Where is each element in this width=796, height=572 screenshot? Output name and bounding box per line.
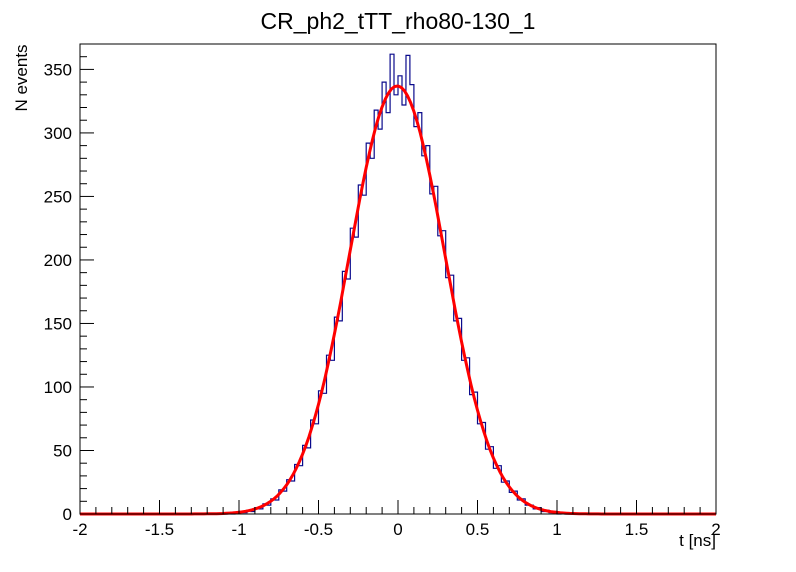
y-tick-label: 100 (44, 378, 72, 397)
x-tick-label: -1.5 (145, 520, 174, 539)
plot-frame (79, 43, 717, 515)
y-tick-label: 150 (44, 314, 72, 333)
x-tick-label: -2 (72, 520, 87, 539)
x-tick-label: 2 (711, 520, 720, 539)
y-tick-label: 200 (44, 251, 72, 270)
x-tick-label: 0 (393, 520, 402, 539)
x-tick-label: 1.5 (625, 520, 649, 539)
y-tick-label: 350 (44, 60, 72, 79)
y-tick-label: 0 (63, 505, 72, 524)
x-tick-label: -1 (231, 520, 246, 539)
y-tick-label: 50 (53, 441, 72, 460)
y-tick-label: 250 (44, 187, 72, 206)
y-tick-label: 300 (44, 124, 72, 143)
x-axis-label: t [ns] (679, 531, 716, 550)
chart-title: CR_ph2_tTT_rho80-130_1 (260, 8, 536, 34)
x-tick-label: 1 (552, 520, 561, 539)
gaussian-fit-line (80, 84, 716, 516)
histogram-line (80, 53, 716, 515)
x-tick-label: -0.5 (304, 520, 333, 539)
x-tick-label: 0.5 (466, 520, 490, 539)
